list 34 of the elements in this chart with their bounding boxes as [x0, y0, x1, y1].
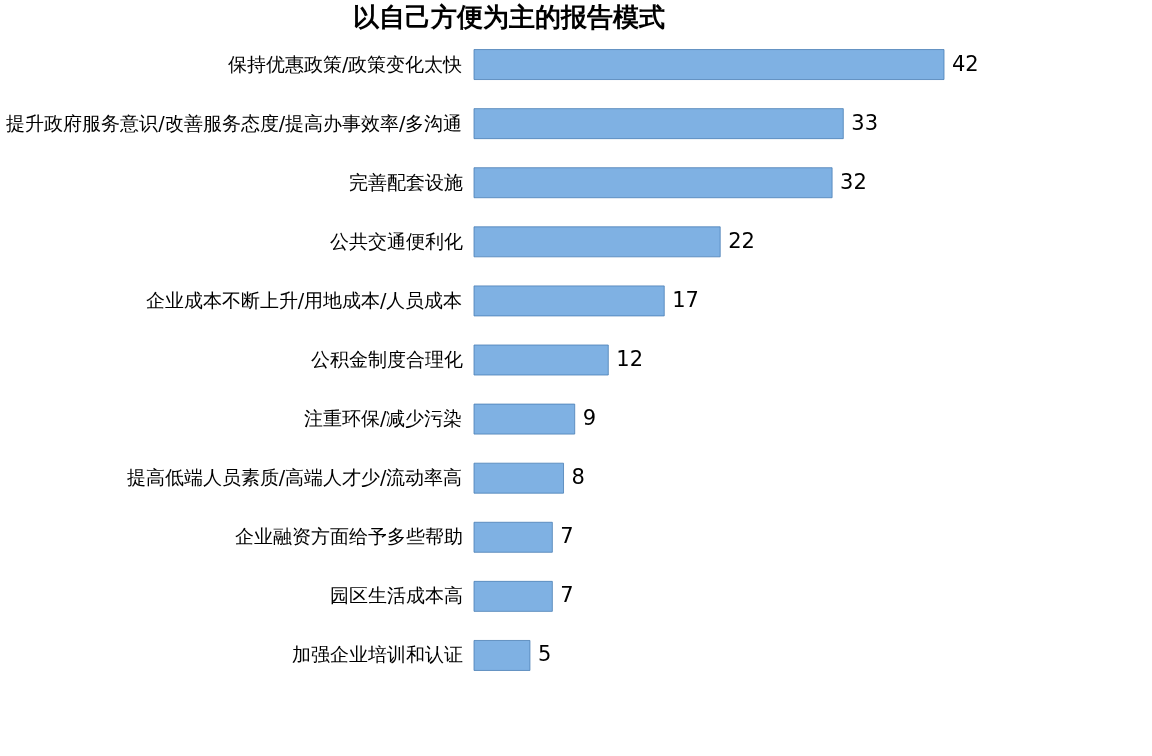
chart-title: 以自己方便为主的报告模式: [353, 2, 665, 32]
data-label: 12: [616, 347, 644, 371]
data-label: 5: [537, 642, 552, 667]
bar: [473, 49, 945, 80]
bar: [473, 108, 844, 140]
y-tick-label: 保持优惠政策/政策变化太快: [228, 52, 463, 75]
data-label: 7: [560, 524, 574, 549]
y-tick-label: 提升政府服务意识/改善服务态度/提高办事效率/多沟通: [6, 111, 463, 134]
data-label: 8: [571, 465, 585, 490]
data-label: 7: [560, 583, 574, 608]
data-label: 42: [952, 51, 979, 76]
bar: [473, 462, 564, 494]
bar: [473, 640, 531, 671]
bar: [473, 226, 721, 258]
y-tick-label: 注重环保/减少污染: [304, 407, 463, 430]
data-label: 32: [840, 169, 867, 194]
y-tick-label: 完善配套设施: [348, 170, 463, 193]
y-tick-label: 企业融资方面给予多些帮助: [234, 525, 463, 548]
data-label: 9: [582, 406, 597, 431]
data-label: 33: [851, 110, 879, 135]
y-tick-label: 公积金制度合理化: [310, 348, 463, 370]
bar: [473, 521, 553, 553]
y-tick-label: 园区生活成本高: [329, 584, 463, 607]
data-label: 22: [728, 228, 755, 253]
y-tick-label: 提高低端人员素质/高端人才少/流动率高: [126, 466, 463, 489]
bar: [473, 580, 553, 612]
y-tick-label: 公共交通便利化: [329, 229, 463, 252]
bar: [473, 344, 609, 376]
data-label: 17: [672, 287, 699, 312]
y-tick-label: 加强企业培训和认证: [291, 643, 463, 666]
bar: [473, 403, 576, 435]
bar: [473, 285, 665, 317]
bar: [473, 167, 833, 199]
y-tick-label: 企业成本不断上升/用地成本/人员成本: [145, 288, 463, 311]
